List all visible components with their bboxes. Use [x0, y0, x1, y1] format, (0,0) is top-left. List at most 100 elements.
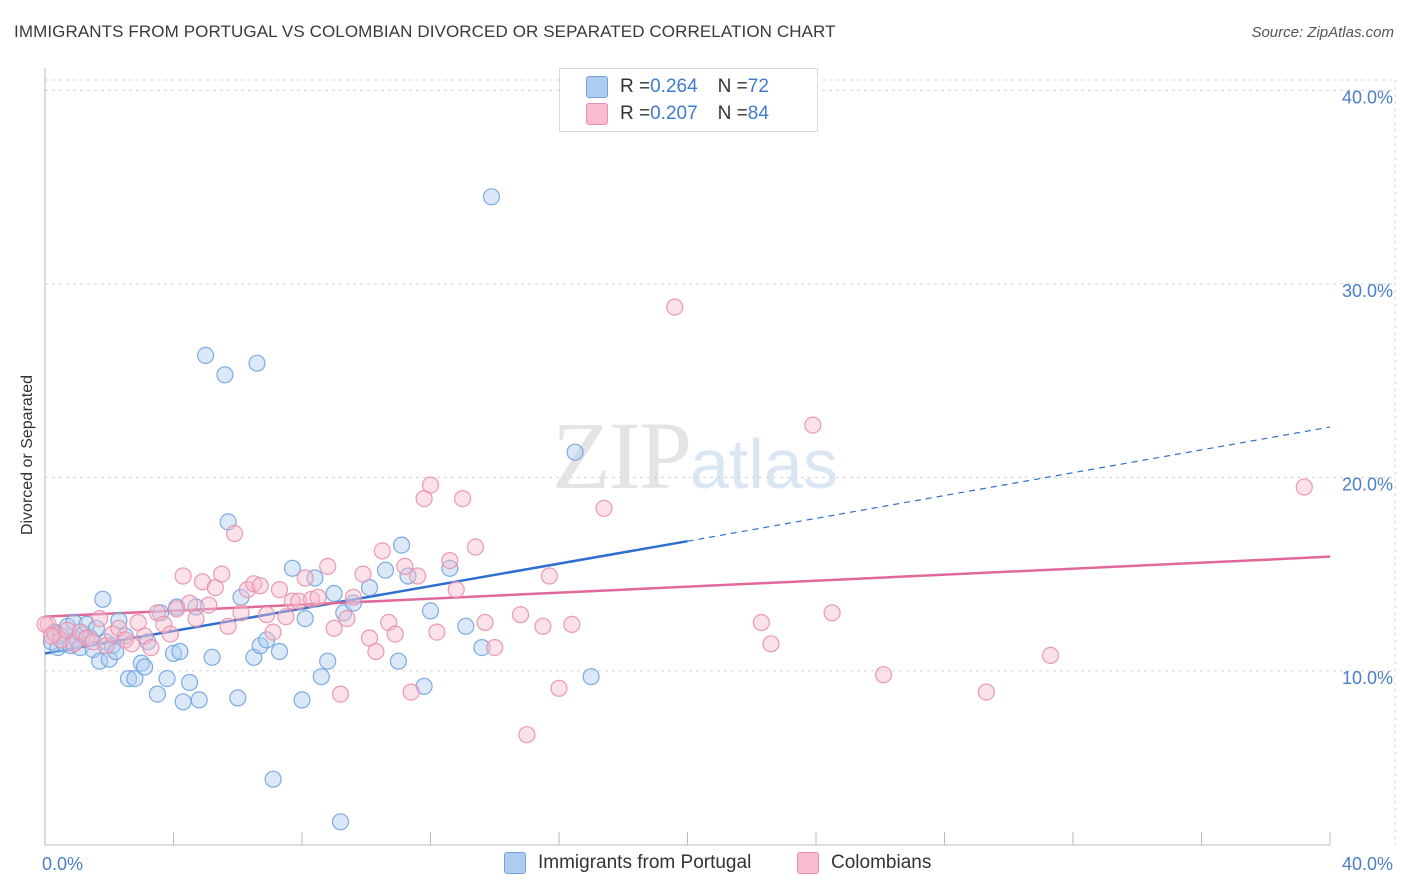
- legend-swatch-portugal: [586, 76, 608, 98]
- point-colombians: [142, 638, 160, 657]
- point-colombians: [174, 567, 192, 585]
- legend-r-label: R =: [620, 103, 651, 124]
- point-colombians: [90, 609, 109, 628]
- point-portugal: [473, 638, 491, 657]
- point-colombians: [486, 638, 504, 657]
- point-portugal: [136, 658, 154, 676]
- point-colombians: [344, 588, 362, 606]
- x-tick-label: 0.0%: [42, 854, 83, 874]
- series-swatch-portugal: [504, 852, 526, 874]
- point-portugal: [270, 642, 289, 661]
- legend-r-value: 0.264: [650, 76, 698, 97]
- y-tick-label: 20.0%: [1342, 474, 1393, 494]
- point-colombians: [367, 642, 385, 661]
- point-colombians: [270, 580, 289, 599]
- axes: [44, 68, 1331, 846]
- point-colombians: [84, 633, 102, 651]
- point-portugal: [283, 559, 301, 577]
- legend-swatch-colombians: [586, 103, 608, 125]
- point-portugal: [119, 669, 138, 688]
- point-colombians: [213, 565, 231, 583]
- point-colombians: [386, 625, 404, 643]
- point-portugal: [306, 569, 324, 587]
- point-colombians: [232, 604, 250, 622]
- series-legend-colombians[interactable]: Colombians: [797, 852, 931, 874]
- legend-row-portugal: R = 0.264 N = 72: [586, 75, 769, 99]
- point-colombians: [402, 683, 420, 701]
- grid-lines: [45, 79, 1396, 845]
- point-portugal: [107, 642, 125, 661]
- point-colombians: [258, 606, 276, 624]
- trend-line-portugal-extension: [687, 426, 1331, 542]
- point-colombians: [874, 666, 893, 684]
- point-portugal: [174, 693, 192, 711]
- series-swatch-colombians: [797, 852, 819, 874]
- x-tick-label: 40.0%: [1342, 854, 1393, 874]
- point-colombians: [123, 635, 141, 653]
- point-portugal: [251, 637, 269, 655]
- point-portugal: [293, 691, 311, 709]
- point-colombians: [283, 592, 301, 610]
- point-portugal: [457, 617, 475, 635]
- series-label-portugal: Immigrants from Portugal: [538, 852, 752, 873]
- point-portugal: [582, 668, 600, 686]
- correlation-legend: R = 0.264 N = 72 R = 0.207 N = 84: [559, 68, 818, 132]
- point-portugal: [126, 669, 144, 688]
- point-colombians: [666, 298, 684, 316]
- point-portugal: [216, 366, 234, 384]
- point-colombians: [823, 604, 841, 622]
- point-portugal: [264, 770, 282, 788]
- point-portugal: [344, 594, 362, 612]
- point-portugal: [203, 648, 221, 666]
- point-colombians: [540, 567, 559, 585]
- point-colombians: [563, 615, 581, 634]
- point-colombians: [319, 557, 337, 576]
- point-colombians: [303, 590, 321, 608]
- point-colombians: [52, 631, 70, 649]
- point-portugal: [325, 584, 343, 603]
- point-portugal: [319, 652, 337, 670]
- point-colombians: [264, 623, 282, 641]
- point-colombians: [454, 490, 472, 508]
- point-colombians: [309, 588, 327, 606]
- tick-labels: 10.0% 20.0% 30.0% 40.0% 0.0% 40.0%: [42, 87, 1393, 874]
- point-colombians: [42, 627, 61, 645]
- point-colombians: [225, 524, 244, 543]
- y-tick-label: 40.0%: [1342, 87, 1393, 107]
- point-colombians: [421, 476, 440, 494]
- watermark: ZIPatlas: [552, 400, 838, 511]
- point-portugal: [197, 346, 215, 364]
- legend-n-value: 84: [747, 103, 769, 124]
- point-colombians: [1041, 646, 1060, 665]
- point-colombians: [238, 580, 256, 599]
- point-colombians: [1295, 478, 1313, 496]
- chart-title: IMMIGRANTS FROM PORTUGAL VS COLOMBIAN DI…: [14, 22, 836, 41]
- source-credit: Source: ZipAtlas.com: [1251, 24, 1394, 41]
- point-colombians: [804, 416, 822, 434]
- point-portugal: [171, 642, 189, 661]
- point-colombians: [534, 617, 552, 635]
- point-portugal: [482, 188, 501, 206]
- point-colombians: [550, 679, 568, 697]
- point-colombians: [290, 592, 308, 610]
- point-colombians: [977, 683, 995, 701]
- point-colombians: [447, 580, 465, 599]
- point-colombians: [296, 569, 314, 587]
- point-colombians: [409, 567, 427, 585]
- point-portugal: [248, 354, 266, 372]
- point-colombians: [325, 619, 343, 637]
- point-colombians: [354, 565, 372, 583]
- point-portugal: [393, 536, 411, 554]
- point-colombians: [595, 499, 613, 517]
- series-legend-portugal[interactable]: Immigrants from Portugal: [504, 852, 751, 874]
- series-label-colombians: Colombians: [831, 852, 932, 873]
- legend-n-label: N =: [717, 76, 748, 97]
- legend-n-value: 72: [747, 76, 769, 97]
- point-portugal: [190, 691, 208, 709]
- point-colombians: [752, 613, 771, 632]
- point-colombians: [161, 625, 179, 643]
- point-colombians: [762, 635, 780, 653]
- data-points: [36, 188, 1313, 831]
- legend-row-colombians: R = 0.207 N = 84: [586, 102, 769, 126]
- point-portugal: [164, 644, 183, 663]
